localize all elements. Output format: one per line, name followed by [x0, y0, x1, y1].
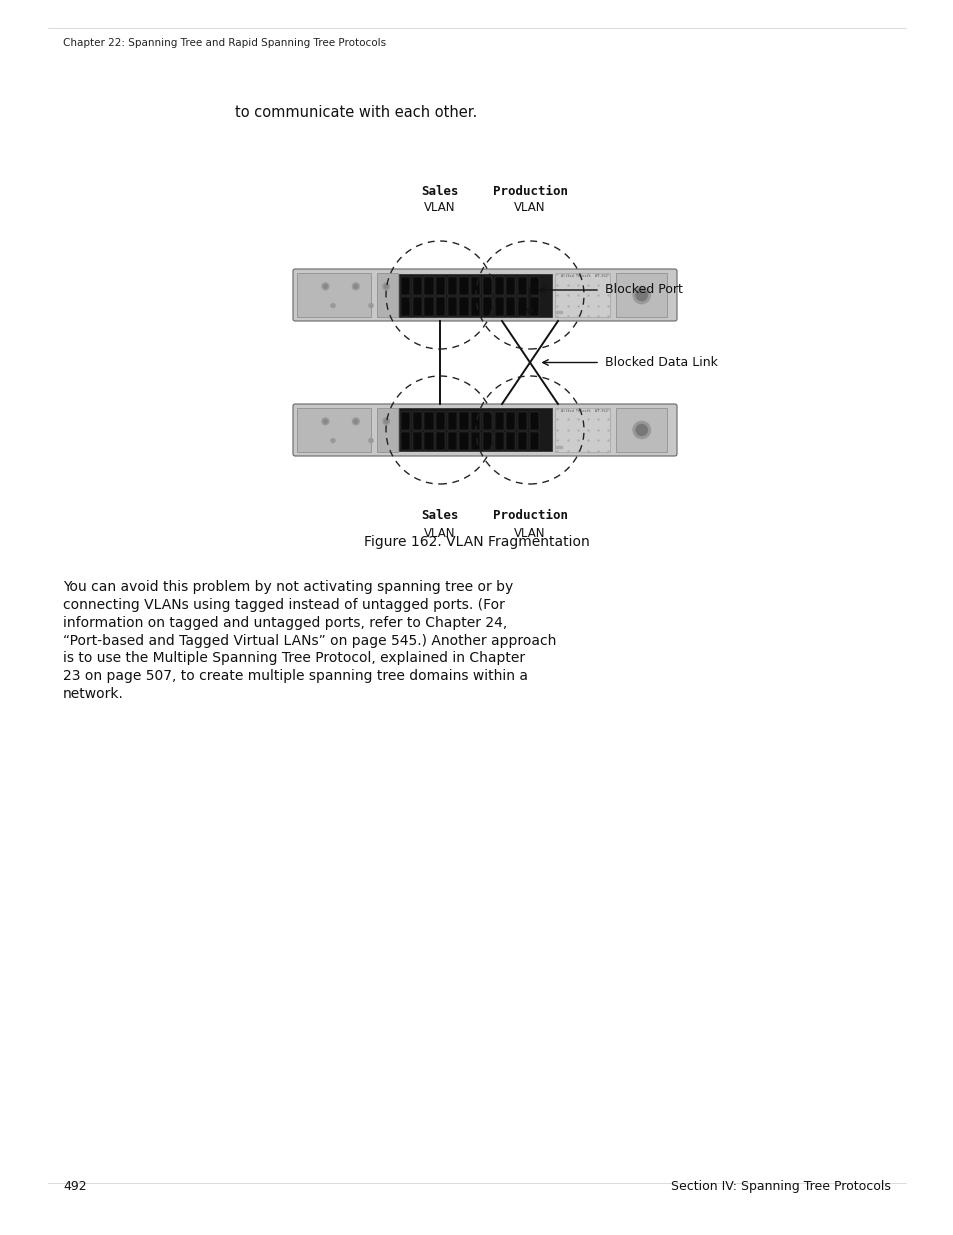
Bar	[555, 408, 610, 452]
Bar	[413, 412, 421, 431]
Bar	[482, 412, 492, 431]
Bar	[459, 298, 468, 315]
Bar	[471, 278, 480, 295]
Text: Production: Production	[492, 185, 567, 198]
Text: Sales: Sales	[421, 509, 458, 522]
Bar	[482, 278, 492, 295]
Circle shape	[352, 283, 359, 290]
Bar	[471, 432, 480, 451]
Circle shape	[368, 303, 374, 308]
Circle shape	[323, 284, 327, 289]
Text: Figure 162. VLAN Fragmentation: Figure 162. VLAN Fragmentation	[364, 535, 589, 550]
Bar	[482, 298, 492, 315]
Text: Allied Telesis  AT-S62: Allied Telesis AT-S62	[560, 409, 607, 412]
Bar	[506, 278, 515, 295]
Circle shape	[352, 417, 359, 425]
Text: You can avoid this problem by not activating spanning tree or by
connecting VLAN: You can avoid this problem by not activa…	[63, 580, 556, 701]
Bar	[400, 412, 410, 431]
Bar	[529, 412, 538, 431]
Circle shape	[384, 419, 388, 424]
Text: Chapter 22: Spanning Tree and Rapid Spanning Tree Protocols: Chapter 22: Spanning Tree and Rapid Span…	[63, 38, 386, 48]
Text: VLAN: VLAN	[514, 201, 545, 214]
Bar	[529, 278, 538, 295]
Bar	[424, 432, 434, 451]
Bar	[494, 432, 503, 451]
Bar	[517, 298, 527, 315]
Bar	[376, 273, 397, 317]
Circle shape	[382, 417, 390, 425]
Bar	[400, 278, 410, 295]
Bar	[555, 273, 610, 317]
Bar	[459, 432, 468, 451]
Bar	[447, 298, 456, 315]
Bar	[517, 278, 527, 295]
Bar	[424, 412, 434, 431]
Circle shape	[384, 284, 388, 289]
Text: 492: 492	[63, 1179, 87, 1193]
Bar	[459, 278, 468, 295]
Circle shape	[368, 438, 374, 443]
Text: Allied Telesis  AT-S62: Allied Telesis AT-S62	[560, 274, 607, 278]
Bar	[296, 273, 371, 317]
Bar	[517, 432, 527, 451]
Bar	[494, 278, 503, 295]
Text: Sales: Sales	[421, 185, 458, 198]
Bar	[436, 432, 445, 451]
Bar	[459, 412, 468, 431]
Bar	[447, 278, 456, 295]
Bar	[399, 273, 551, 316]
Text: Blocked Data Link: Blocked Data Link	[604, 356, 717, 369]
Bar	[413, 278, 421, 295]
Circle shape	[330, 438, 335, 443]
Circle shape	[330, 303, 335, 308]
Bar	[436, 412, 445, 431]
Bar	[494, 412, 503, 431]
Bar	[399, 409, 551, 452]
Circle shape	[635, 424, 647, 436]
Circle shape	[321, 283, 329, 290]
Bar	[471, 298, 480, 315]
Bar	[482, 432, 492, 451]
Bar	[616, 273, 667, 317]
FancyBboxPatch shape	[293, 269, 677, 321]
Bar	[376, 408, 397, 452]
Circle shape	[632, 287, 650, 304]
Bar	[506, 432, 515, 451]
Circle shape	[321, 417, 329, 425]
Bar	[436, 278, 445, 295]
Circle shape	[354, 284, 357, 289]
Bar	[296, 408, 371, 452]
Circle shape	[354, 419, 357, 424]
Bar	[529, 298, 538, 315]
Text: to communicate with each other.: to communicate with each other.	[234, 105, 476, 120]
Bar	[400, 432, 410, 451]
Bar	[506, 298, 515, 315]
Bar	[413, 432, 421, 451]
Bar	[471, 412, 480, 431]
Bar	[447, 432, 456, 451]
Text: VLAN: VLAN	[424, 527, 456, 540]
Bar	[447, 412, 456, 431]
Text: Section IV: Spanning Tree Protocols: Section IV: Spanning Tree Protocols	[670, 1179, 890, 1193]
Circle shape	[323, 419, 327, 424]
Bar	[616, 408, 667, 452]
Circle shape	[632, 421, 650, 438]
Text: Blocked Port: Blocked Port	[604, 284, 682, 296]
Circle shape	[382, 283, 390, 290]
FancyBboxPatch shape	[293, 404, 677, 456]
Bar	[506, 412, 515, 431]
Text: Production: Production	[492, 509, 567, 522]
Bar	[436, 298, 445, 315]
Bar	[400, 298, 410, 315]
Text: VLAN: VLAN	[514, 527, 545, 540]
Bar	[517, 412, 527, 431]
Text: VLAN: VLAN	[424, 201, 456, 214]
Bar	[413, 298, 421, 315]
Bar	[494, 298, 503, 315]
Bar	[424, 278, 434, 295]
Circle shape	[635, 289, 647, 301]
Bar	[529, 432, 538, 451]
Bar	[424, 298, 434, 315]
